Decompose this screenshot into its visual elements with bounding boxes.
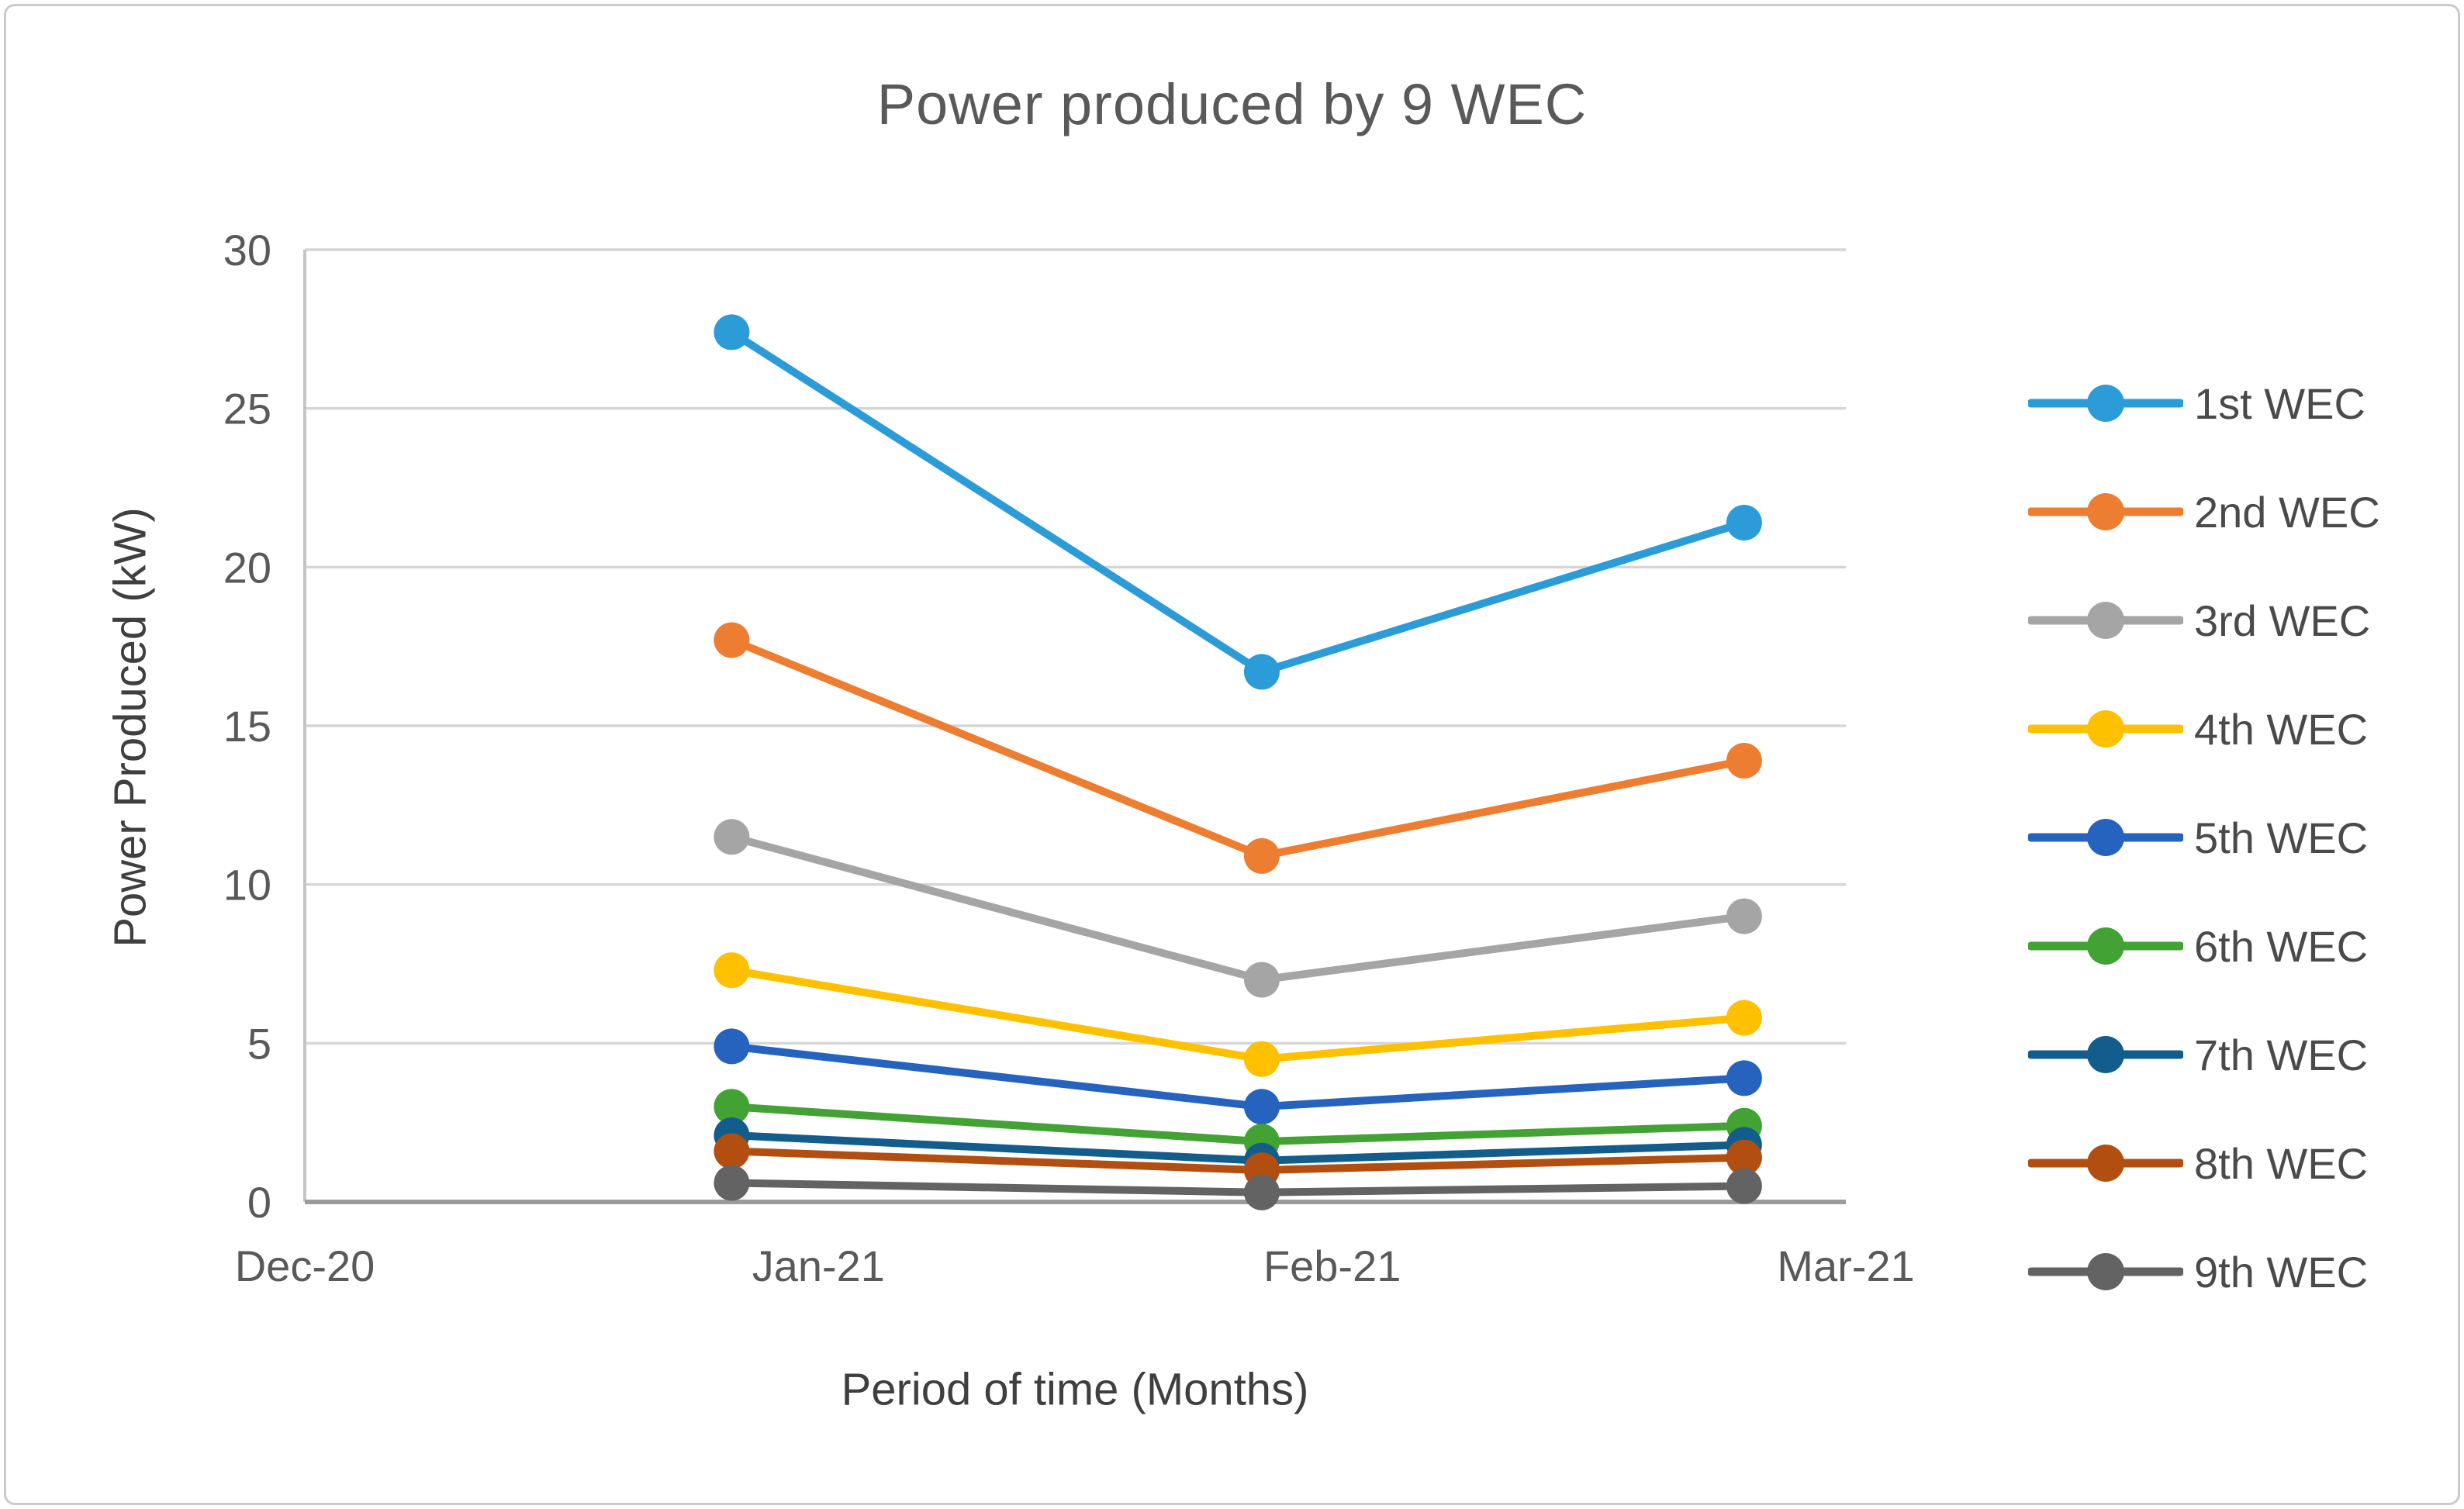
legend-item-7th-wec: 7th WEC — [2028, 1016, 2368, 1093]
legend-line-marker-icon — [2028, 493, 2183, 530]
legend-line-marker-icon — [2028, 602, 2183, 639]
x-tick-label: Feb-21 — [1263, 1241, 1401, 1290]
x-axis-title: Period of time (Months) — [841, 1364, 1309, 1415]
series-marker-9 — [1243, 1174, 1280, 1210]
legend: 1st WEC 2nd WEC 3rd WEC 4th WEC 5th WEC 6th W… — [2028, 0, 2447, 1509]
series-marker-1 — [714, 314, 750, 350]
legend-item-4th-wec: 4th WEC — [2028, 690, 2368, 768]
series-marker-2 — [714, 622, 750, 658]
series-marker-8 — [714, 1133, 750, 1169]
legend-item-label: 1st WEC — [2194, 378, 2366, 428]
series-marker-5 — [1726, 1060, 1762, 1096]
x-tick-label: Jan-21 — [752, 1241, 885, 1290]
chart-title: Power produced by 9 WEC — [876, 72, 1588, 136]
series-marker-3 — [1243, 962, 1280, 998]
series-marker-9 — [1726, 1168, 1762, 1204]
legend-line-marker-icon — [2028, 385, 2183, 422]
series-marker-2 — [1243, 837, 1280, 874]
series-marker-3 — [714, 819, 750, 855]
y-tick-label: 0 — [247, 1178, 271, 1227]
series-line-2 — [727, 636, 1748, 860]
series-line-4 — [727, 966, 1748, 1063]
series-line-3 — [727, 833, 1748, 984]
series-marker-5 — [714, 1028, 750, 1065]
legend-item-label: 3rd WEC — [2194, 596, 2371, 645]
y-tick-label: 30 — [223, 226, 271, 275]
series-marker-2 — [1726, 743, 1762, 779]
series-marker-1 — [1726, 505, 1762, 541]
series-marker-4 — [1726, 1000, 1762, 1036]
series-marker-3 — [1726, 898, 1762, 934]
legend-item-5th-wec: 5th WEC — [2028, 799, 2368, 876]
series-marker-6 — [714, 1089, 750, 1125]
chart-outer-border — [4, 4, 2460, 1505]
legend-item-label: 9th WEC — [2194, 1247, 2369, 1297]
series-marker-4 — [714, 952, 750, 989]
legend-item-label: 8th WEC — [2194, 1138, 2369, 1188]
series-marker-4 — [1243, 1041, 1280, 1077]
y-tick-label: 25 — [223, 385, 271, 433]
legend-item-label: 7th WEC — [2194, 1030, 2369, 1079]
legend-item-1st-wec: 1st WEC — [2028, 364, 2366, 442]
legend-item-8th-wec: 8th WEC — [2028, 1124, 2368, 1202]
legend-line-marker-icon — [2028, 1036, 2183, 1073]
legend-line-marker-icon — [2028, 1145, 2183, 1182]
legend-item-label: 4th WEC — [2194, 704, 2369, 754]
series-line-1 — [727, 328, 1748, 676]
legend-line-marker-icon — [2028, 1253, 2183, 1290]
legend-item-9th-wec: 9th WEC — [2028, 1233, 2368, 1310]
series-marker-8 — [1726, 1139, 1762, 1176]
legend-item-2nd-wec: 2nd WEC — [2028, 473, 2380, 551]
x-tick-label: Mar-21 — [1777, 1241, 1914, 1290]
y-tick-label: 15 — [223, 702, 271, 751]
legend-item-label: 5th WEC — [2194, 813, 2369, 862]
series-marker-9 — [714, 1165, 750, 1201]
legend-item-3rd-wec: 3rd WEC — [2028, 582, 2370, 659]
legend-item-label: 2nd WEC — [2194, 487, 2380, 537]
y-tick-label: 10 — [223, 861, 271, 910]
x-tick-label: Dec-20 — [235, 1241, 375, 1290]
legend-line-marker-icon — [2028, 710, 2183, 748]
y-tick-label: 5 — [247, 1019, 271, 1068]
y-tick-label: 20 — [223, 543, 271, 592]
legend-line-marker-icon — [2028, 927, 2183, 965]
series-line-6 — [727, 1103, 1748, 1146]
series-line-9 — [727, 1179, 1748, 1196]
series-marker-1 — [1243, 654, 1280, 690]
series-marker-5 — [1243, 1089, 1280, 1125]
legend-item-label: 6th WEC — [2194, 921, 2369, 971]
legend-line-marker-icon — [2028, 819, 2183, 856]
legend-item-6th-wec: 6th WEC — [2028, 907, 2368, 985]
